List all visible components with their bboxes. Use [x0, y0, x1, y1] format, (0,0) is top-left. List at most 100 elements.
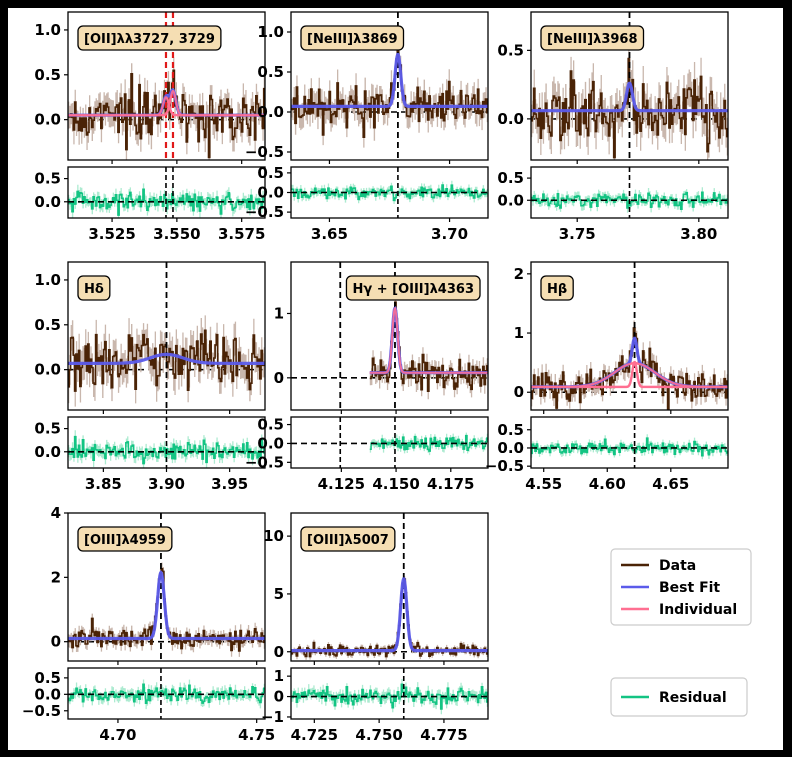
line-title: Hδ — [84, 282, 104, 297]
xtick-label: 4.775 — [420, 726, 467, 744]
line-title-box: Hβ — [540, 275, 574, 301]
ytick-label: 0.5 — [497, 41, 524, 59]
ytick-label: 0 — [514, 383, 524, 401]
xtick-label: 4.55 — [525, 475, 562, 493]
xtick-label: 4.75 — [238, 726, 275, 744]
legend-residual: Residual — [610, 677, 748, 717]
residual-axes-frame — [290, 416, 489, 469]
residual-spectrum — [68, 683, 265, 705]
residual-plot-area — [68, 668, 265, 719]
residual-ytick-label: 0.5 — [497, 169, 524, 187]
title-box-bg — [300, 25, 405, 51]
residual-plot-area — [68, 167, 265, 218]
residual-ytick-label: 0.5 — [34, 420, 61, 438]
main-axes-frame — [67, 512, 266, 662]
line-title: [NeIII]λ3968 — [547, 32, 638, 47]
ytick-label: 0 — [274, 369, 284, 387]
main-plot-area — [68, 262, 265, 410]
residual-plot-area — [291, 668, 488, 719]
best-fit-curve — [68, 352, 265, 365]
ytick-label: 0 — [51, 633, 61, 651]
residual-spectrum — [291, 683, 488, 710]
residual-ytick-label: 0.0 — [34, 685, 61, 703]
title-box-bg — [77, 25, 222, 51]
individual-component-top-1 — [68, 89, 265, 117]
residual-axes-frame — [290, 667, 489, 720]
xtick-label: 4.150 — [372, 475, 419, 493]
xtick-label: 4.70 — [99, 726, 136, 744]
residual-ytick-label: 0.5 — [257, 416, 284, 434]
xtick-label: 4.750 — [355, 726, 402, 744]
legend-label: Data — [659, 558, 696, 574]
ytick-label: 0.0 — [34, 111, 61, 129]
data-spectrum — [531, 327, 728, 410]
xtick-label: 3.550 — [153, 225, 200, 243]
residual-ytick-label: 1 — [274, 667, 284, 685]
panel-neiii3968: 0.0 0.5 [NeIII]λ3968 0.0 0.5 3.75 3.80 — [497, 11, 729, 243]
ytick-label: −0.5 — [245, 143, 284, 161]
panel-neiii3869: −0.50.00.51.0 [NeIII]λ3869−0.50.00.53.65 3… — [245, 11, 489, 243]
ytick-label: 2 — [51, 568, 61, 586]
xtick-label: 3.525 — [88, 225, 135, 243]
line-title-box: Hδ — [77, 275, 111, 301]
residual-ytick-label: 0.0 — [497, 439, 524, 457]
residual-ytick-label: 0.5 — [34, 669, 61, 687]
line-title-box: Hγ + [OIII]λ4363 — [345, 275, 481, 301]
residual-ytick-label: −0.5 — [22, 702, 61, 720]
main-axes-frame — [530, 11, 729, 161]
legend-frame — [610, 548, 752, 626]
residual-error-band — [291, 180, 488, 204]
panel-hgamma: 0 1 Hγ + [OIII]λ4363 −0.50.00.5 4.125 4.150 4.… — [245, 261, 489, 493]
main-axes-frame — [290, 512, 489, 662]
legend-label: Residual — [659, 690, 727, 706]
individual-component-top-1 — [531, 361, 728, 388]
line-title: [OII]λλ3727, 3729 — [84, 32, 215, 47]
data-spectrum — [369, 301, 488, 392]
residual-ytick-label: 0.5 — [34, 170, 61, 188]
line-title-box: [OIII]λ4959 — [77, 526, 173, 552]
xtick-label: 4.125 — [318, 475, 365, 493]
line-title: [OIII]λ5007 — [307, 533, 389, 548]
xtick-label: 3.575 — [218, 225, 265, 243]
ytick-label: 2 — [514, 265, 524, 283]
residual-plot-area — [68, 417, 265, 468]
line-title-box: [NeIII]λ3968 — [540, 25, 645, 51]
main-axes-frame — [290, 261, 489, 411]
ytick-label: 0 — [274, 643, 284, 661]
ytick-label: 1 — [274, 304, 284, 322]
residual-ytick-label: −1 — [261, 708, 284, 726]
residual-ytick-label: 0.0 — [497, 191, 524, 209]
ytick-label: 0.0 — [257, 103, 284, 121]
xtick-label: 3.85 — [85, 475, 122, 493]
residual-ytick-label: 0.0 — [257, 434, 284, 452]
ytick-label: 1.0 — [257, 23, 284, 41]
main-axes-frame — [290, 11, 489, 161]
residual-axes-frame — [530, 416, 729, 469]
panel-oiii5007: 0 5 10 [OIII]λ5007 −1 0 1 4.725 4.750 4.775 — [261, 512, 489, 744]
residual-ytick-label: 0.0 — [34, 443, 61, 461]
title-box-bg — [300, 526, 396, 552]
best-fit-curve — [531, 81, 728, 113]
title-box-bg — [77, 275, 111, 301]
residual-axes-frame — [67, 667, 266, 720]
title-box-bg — [540, 275, 574, 301]
line-title-box: [OIII]λ5007 — [300, 526, 396, 552]
figure-canvas: 0.0 0.5 1.0 [OII]λλ3727, 3729 0.0 0.5 3.525 3.5… — [8, 8, 783, 750]
line-title-box: [OII]λλ3727, 3729 — [77, 25, 222, 51]
ytick-label: 1.0 — [34, 271, 61, 289]
main-plot-area — [291, 262, 488, 410]
residual-plot-area — [291, 417, 488, 468]
xtick-label: 3.65 — [311, 225, 348, 243]
best-fit-curve — [68, 570, 265, 641]
residual-ytick-label: −0.5 — [245, 453, 284, 471]
ytick-label: 0.5 — [34, 66, 61, 84]
residual-ytick-label: −0.5 — [485, 457, 524, 475]
individual-component-top-0 — [369, 306, 488, 374]
ytick-label: 0.0 — [497, 110, 524, 128]
xtick-label: 4.60 — [589, 475, 626, 493]
residual-spectrum — [68, 188, 265, 216]
best-fit-curve — [291, 577, 488, 653]
residual-axes-frame — [67, 166, 266, 219]
line-title: Hβ — [547, 282, 567, 297]
